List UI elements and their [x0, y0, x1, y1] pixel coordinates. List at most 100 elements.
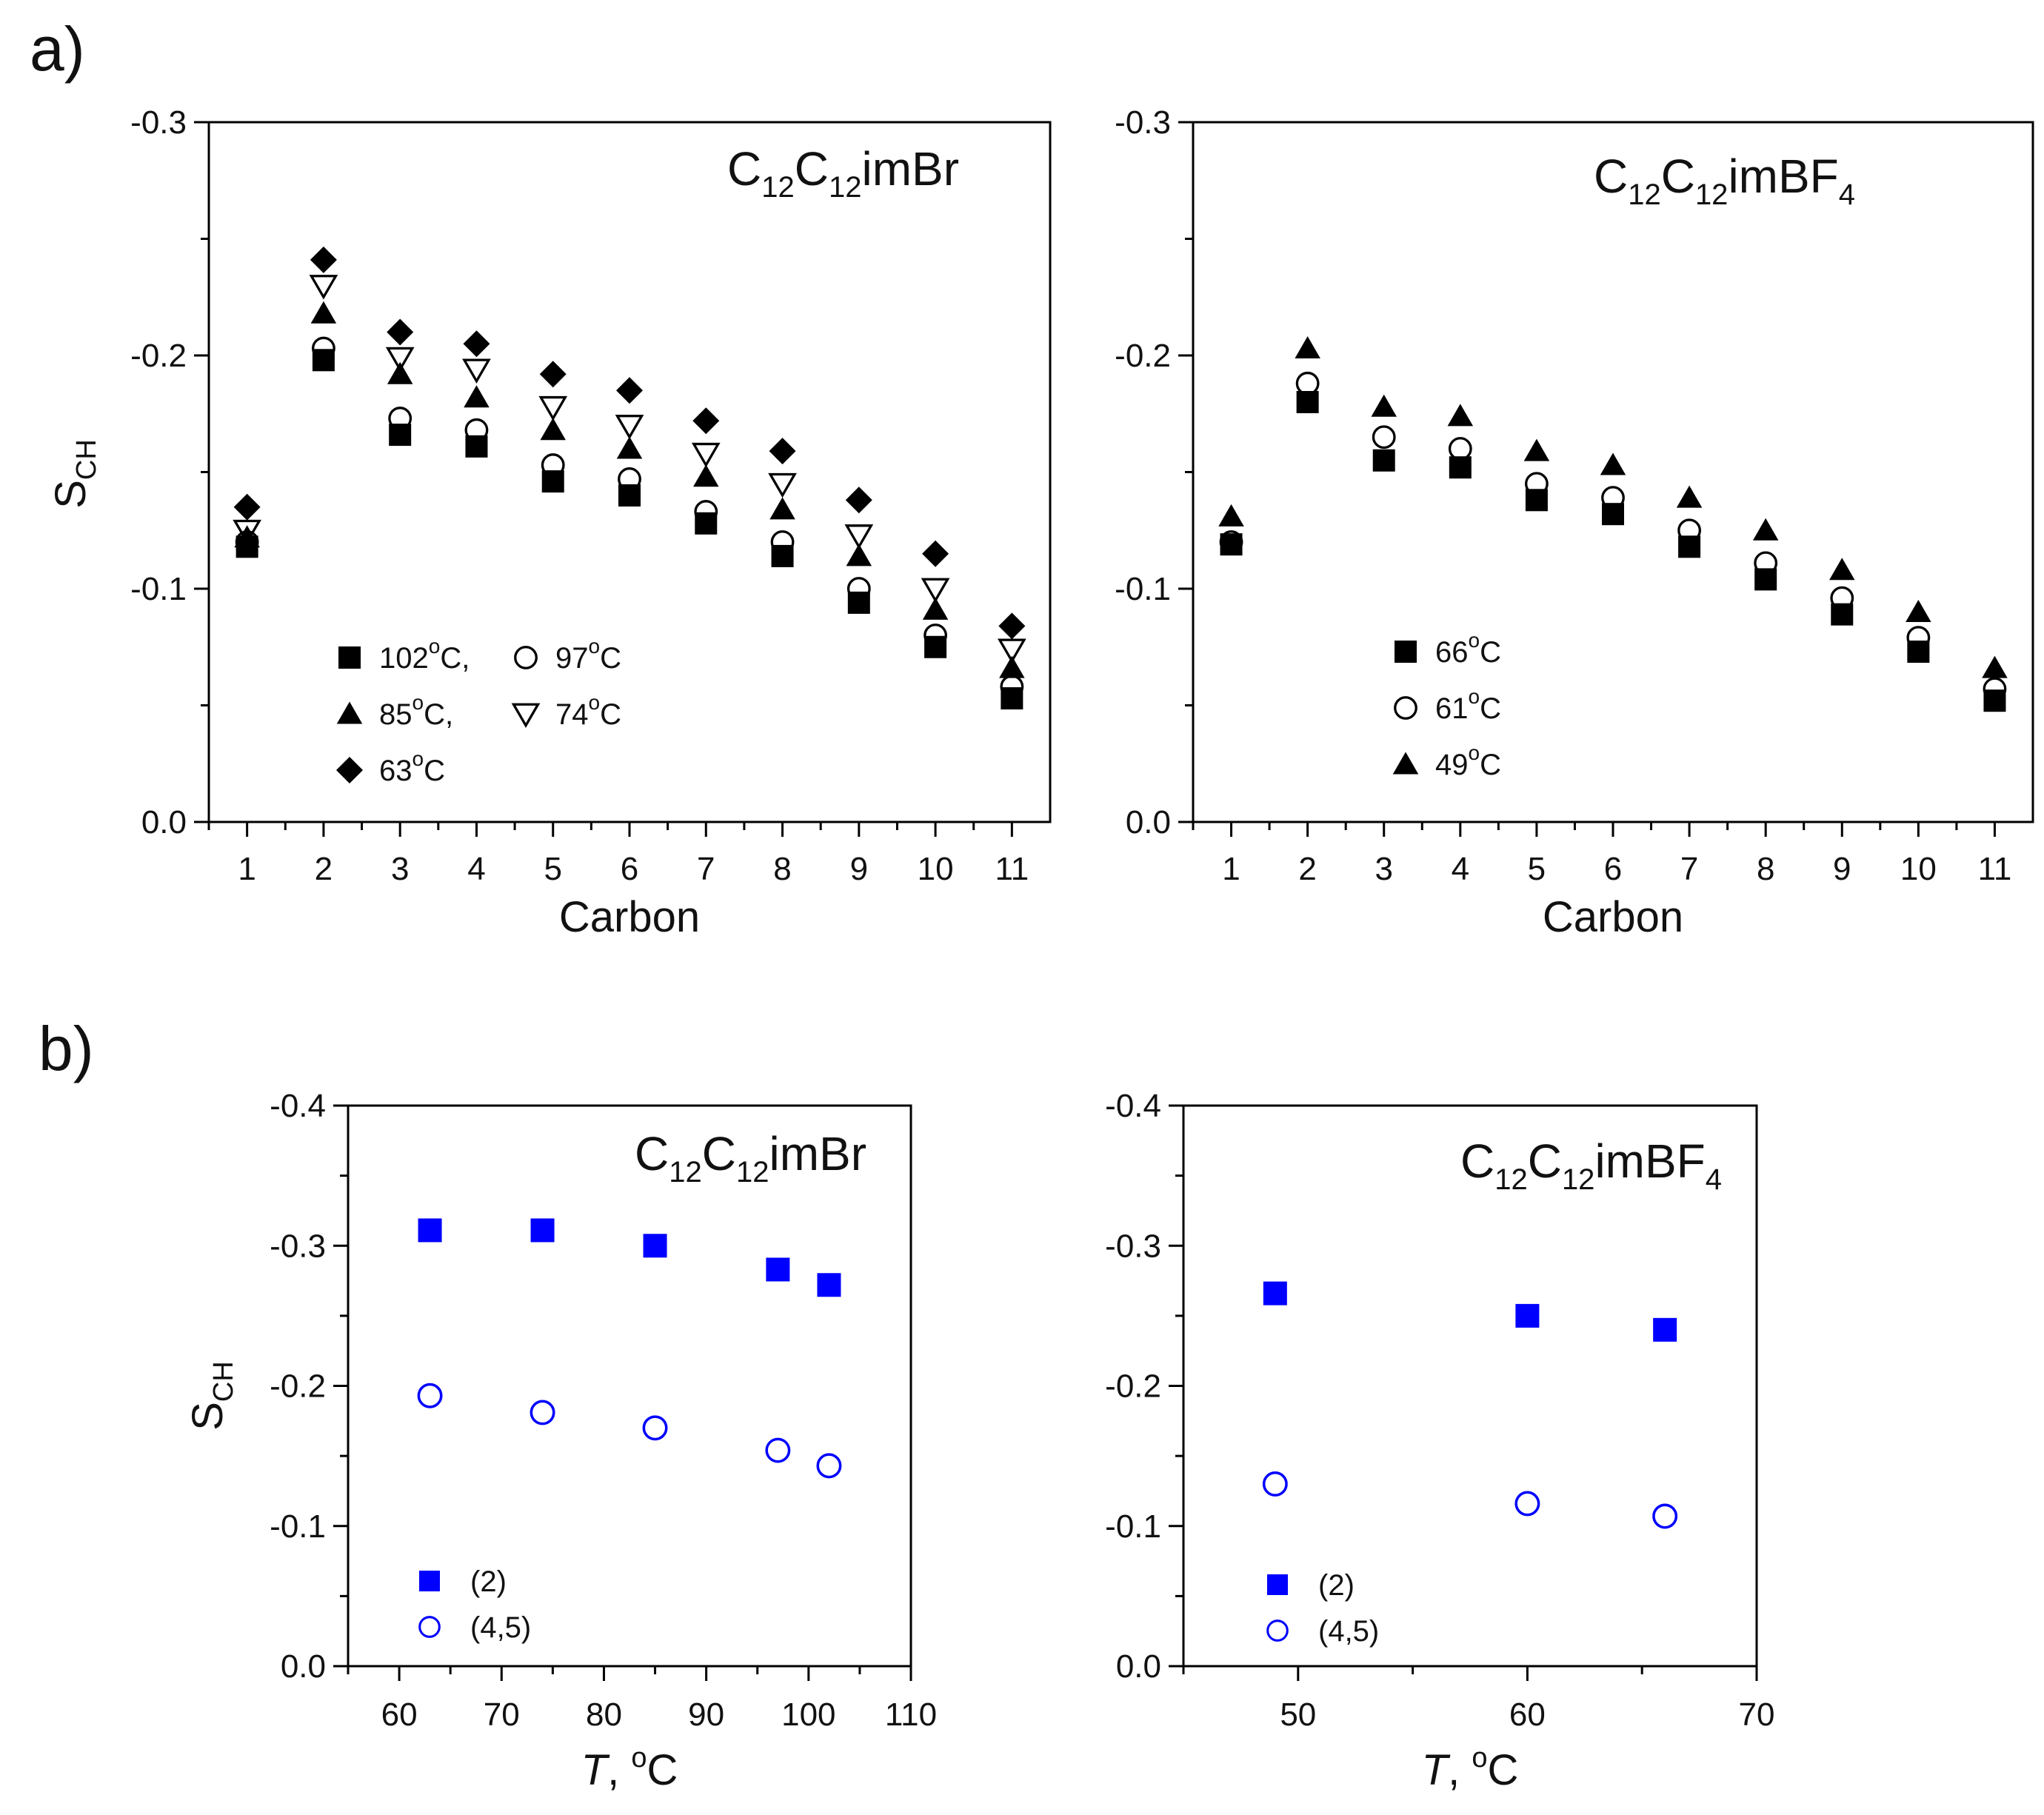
data-point	[618, 467, 641, 491]
legend-symbol	[1267, 1574, 1288, 1595]
legend: (2) (4,5)	[1266, 1569, 1379, 1648]
data-point	[922, 540, 949, 567]
data-point	[691, 442, 721, 468]
legend-label: 97oC	[555, 635, 621, 675]
data-point	[1525, 472, 1549, 496]
x-tick-label: 1	[1222, 851, 1240, 887]
legend-symbol	[1266, 1620, 1289, 1642]
data-point	[1523, 438, 1550, 461]
data-point	[1754, 551, 1778, 575]
legend-label: 102oC,	[379, 635, 470, 675]
x-tick-label: 50	[1280, 1697, 1316, 1733]
data-point	[643, 1234, 667, 1258]
series-66oC	[1220, 391, 2006, 712]
y-tick-label: -0.2	[270, 1368, 326, 1405]
legend-label: (2)	[470, 1565, 507, 1598]
legend-label: 61oC	[1435, 685, 1501, 725]
legend-label: 49oC	[1435, 741, 1501, 781]
legend-symbol	[419, 1571, 440, 1591]
data-point	[1219, 530, 1243, 554]
x-tick-label: 8	[1757, 851, 1774, 887]
data-point	[769, 497, 795, 520]
compound-annotation: C12C12imBF4	[1594, 150, 1855, 211]
legend: 66oC 61oC 49oC	[1392, 629, 1501, 781]
y-tick-label: 0.0	[1126, 804, 1171, 840]
legend-label: 85oC,	[379, 691, 453, 731]
y-tick-label: -0.3	[1105, 1228, 1161, 1264]
data-point	[462, 358, 491, 384]
legend-symbol	[336, 757, 363, 783]
data-point	[1906, 626, 1931, 650]
x-tick-label: 1	[238, 851, 256, 887]
x-tick-label: 5	[1528, 851, 1546, 887]
y-tick-label: -0.2	[130, 338, 187, 374]
x-tick-label: 4	[1452, 851, 1469, 887]
data-point	[418, 1218, 442, 1243]
panel-label-a: a)	[30, 14, 85, 84]
data-point	[844, 524, 874, 549]
data-point	[1600, 452, 1626, 475]
data-point	[1601, 486, 1625, 510]
x-axis-label: T, oC	[1422, 1742, 1519, 1794]
legend-label: (2)	[1318, 1569, 1355, 1602]
data-point	[616, 377, 643, 404]
data-point	[233, 519, 261, 545]
legend: (2) (4,5)	[418, 1565, 531, 1644]
y-tick-label: 0.0	[141, 804, 187, 840]
data-point	[692, 407, 720, 435]
data-point	[768, 472, 797, 498]
data-point	[616, 436, 643, 459]
plot-frame	[207, 121, 1052, 823]
x-tick-label: 90	[688, 1697, 724, 1733]
series-(2)	[1263, 1281, 1677, 1342]
x-tick-label: 10	[918, 851, 954, 887]
data-point	[539, 361, 567, 388]
y-tick-label: -0.3	[270, 1228, 326, 1264]
legend-symbol	[336, 701, 363, 724]
series-(4,5)	[1262, 1471, 1678, 1529]
x-tick-label: 2	[1298, 851, 1316, 887]
data-point	[766, 1257, 790, 1282]
compound-annotation: C12C12imBr	[727, 142, 959, 204]
data-point	[1983, 677, 2007, 701]
data-point	[846, 544, 872, 566]
x-tick-label: 70	[1739, 1697, 1775, 1733]
data-point	[1982, 655, 2008, 678]
data-point	[615, 415, 644, 440]
y-tick-label: -0.2	[1105, 1368, 1161, 1405]
data-point	[1830, 586, 1854, 610]
chart-b-c12c12imbr: 60 70 80 90 100 110 0.0 -0.1 -0.2 -0.3 -0.4 T, oC SC…	[184, 1088, 937, 1794]
compound-annotation: C12C12imBr	[635, 1127, 866, 1189]
data-point	[765, 1437, 791, 1463]
data-point	[1372, 449, 1395, 472]
data-point	[1515, 1303, 1540, 1328]
data-point	[1752, 518, 1779, 541]
data-point	[1372, 425, 1396, 449]
data-point	[234, 525, 260, 548]
y-tick-label: -0.4	[270, 1088, 326, 1124]
legend-symbol	[1395, 641, 1417, 663]
data-point	[1218, 504, 1244, 527]
data-point	[385, 347, 415, 372]
legend: 102oC, 97oC 85oC, 74oC 63oC	[336, 635, 621, 787]
data-point	[1829, 558, 1855, 581]
data-point	[1295, 371, 1320, 395]
legend-label: (4,5)	[470, 1611, 531, 1644]
y-axis-label: SCH	[184, 1361, 239, 1431]
x-tick-label: 6	[1604, 851, 1622, 887]
legend-label: 66oC	[1435, 629, 1501, 669]
series-74oC	[233, 275, 1026, 664]
chart-a-c12c12imbr: 1 2 3 4 5 6 7 8 9 10 11 0.0 -0.1 -0.2 -0.3 Carbon SCH C12…	[47, 104, 1052, 941]
x-tick-label: 9	[1833, 851, 1851, 887]
y-tick-label: -0.1	[1105, 1508, 1161, 1545]
data-point	[1371, 394, 1397, 417]
y-tick-label: -0.1	[130, 571, 187, 607]
y-tick-label: -0.4	[1105, 1088, 1161, 1124]
x-tick-label: 3	[1375, 851, 1392, 887]
y-tick-label: 0.0	[281, 1648, 326, 1685]
data-point	[816, 1453, 842, 1479]
x-tick-label: 70	[484, 1697, 520, 1733]
data-point	[417, 1383, 443, 1408]
panel-label-b: b)	[39, 1014, 94, 1083]
y-tick-label: -0.1	[270, 1508, 326, 1545]
